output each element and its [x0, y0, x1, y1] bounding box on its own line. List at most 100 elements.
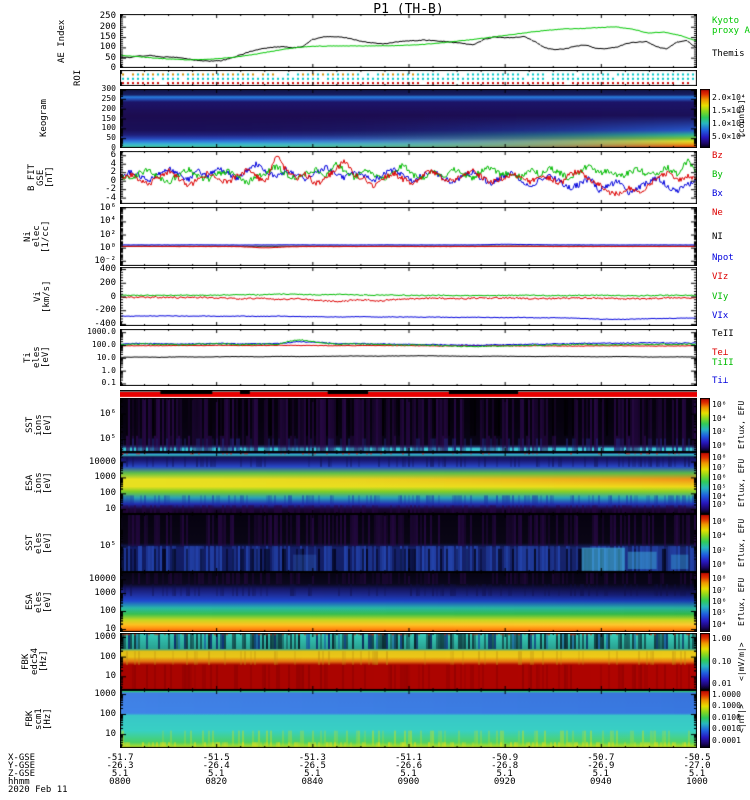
colorbar-fbk_e	[700, 633, 710, 690]
ytick-label-keogram: 0	[111, 143, 116, 152]
series-legend-8: Npot	[712, 253, 734, 263]
panel-canvas-ni	[120, 207, 697, 266]
ytick-label-keogram: 300	[101, 84, 116, 93]
axis-row-value: -26.8	[491, 761, 519, 771]
colorbar-sst_ion	[700, 398, 710, 452]
series-legend-10: VIy	[712, 292, 729, 302]
series-legend-9: VIz	[712, 272, 729, 282]
axis-row-value: -51.7	[106, 753, 134, 763]
panel-canvas-keogram	[120, 89, 697, 148]
panel-canvas-vi	[120, 267, 697, 326]
colorbar-tick-sst_ion: 10⁰	[712, 440, 727, 450]
series-legend-7: NI	[712, 232, 723, 242]
axis-row-value: 0820	[205, 777, 228, 787]
ytick-label-fbk_b: 10	[105, 729, 116, 740]
ytick-label-sst_ion: 10⁵	[99, 434, 116, 445]
colorbar-esa_eles	[700, 572, 710, 632]
panel-canvas-sst_ion	[120, 398, 697, 452]
ytick-label-esa_ion: 10	[105, 504, 116, 515]
axis-row-value: -51.5	[202, 753, 230, 763]
panel-canvas-fbk_e	[120, 633, 697, 690]
axis-row-value: -26.9	[587, 761, 615, 771]
ytick-label-esa_ion: 10000	[88, 456, 116, 467]
ytick-label-ni: 10⁻²	[94, 255, 116, 266]
colorbar-tick-fbk_b: 0.0100	[712, 712, 741, 722]
ytick-label-sst_eles: 10⁵	[99, 541, 116, 552]
colorbar-unit-sst_eles: Eflux, EFU	[737, 518, 746, 568]
colorbar-tick-fbk_b: 1.0000	[712, 689, 741, 699]
colorbar-esa_ion	[700, 452, 710, 514]
colorbar-tick-fbk_e: 0.10	[712, 656, 732, 666]
colorbar-tick-fbk_b: 0.0001	[712, 736, 741, 746]
axis-row-value: 5.1	[111, 769, 129, 779]
axis-row-value: -50.5	[683, 753, 711, 763]
ytick-label-fbk_e: 1000	[94, 631, 116, 642]
ytick-label-ti: 1000.0	[87, 327, 116, 337]
panel-canvas-esa_ion	[120, 452, 697, 514]
ytick-label-ni: 10⁶	[99, 203, 116, 214]
ytick-label-ti: 1.0	[101, 365, 116, 375]
series-legend-6: Ne	[712, 208, 723, 218]
colorbar-tick-esa_ion: 10⁴	[712, 492, 727, 502]
ytick-label-ni: 10²	[99, 229, 116, 240]
axis-row-value: -51.3	[298, 753, 326, 763]
ytick-label-vi: 0	[110, 291, 116, 302]
panel-canvas-flag	[120, 390, 697, 398]
axis-row-value: 5.1	[496, 769, 513, 779]
axis-row-label-X-GSE: X-GSE	[8, 753, 36, 763]
axis-row-value: -50.9	[491, 753, 519, 763]
ytick-label-ti: 100.0	[91, 340, 116, 349]
ytick-label-esa_ion: 100	[99, 488, 116, 499]
series-legend-5: Bx	[712, 189, 723, 199]
axis-label-ti: [eV]	[41, 346, 51, 369]
axis-row-value: -26.3	[106, 761, 134, 771]
ytick-label-bfit: 6	[110, 150, 116, 161]
axis-row-value: 0940	[589, 777, 612, 787]
series-legend-14: TiII	[712, 358, 734, 368]
ytick-label-bfit: 2	[110, 167, 116, 178]
panel-canvas-ti	[120, 329, 697, 386]
colorbar-tick-sst_eles: 10⁰	[712, 560, 727, 570]
colorbar-tick-esa_ion: 10⁵	[712, 482, 727, 492]
axis-label-ae: AE Index	[57, 19, 67, 63]
ytick-label-vi: 200	[99, 277, 116, 288]
colorbar-tick-fbk_e: 1.00	[712, 633, 732, 643]
axis-row-value: -51.1	[394, 753, 423, 763]
axis-label-fbk_e: [Hz]	[39, 650, 49, 673]
series-legend-15: Ti⊥	[712, 376, 729, 386]
ytick-label-keogram: 250	[101, 93, 116, 103]
ytick-label-bfit: 4	[110, 158, 116, 169]
ytick-label-bfit: -2	[105, 184, 116, 195]
ytick-label-sst_ion: 10⁶	[99, 408, 116, 419]
ytick-label-ae: 150	[99, 32, 116, 43]
ytick-label-esa_eles: 10	[105, 624, 116, 634]
colorbar-tick-esa_eles: 10⁴	[712, 619, 727, 629]
ytick-label-vi: -400	[94, 318, 116, 329]
panel-canvas-sst_eles	[120, 514, 697, 572]
ytick-label-vi: 400	[99, 264, 116, 275]
panel-canvas-ae	[120, 14, 697, 68]
ytick-label-keogram: 150	[101, 113, 116, 123]
colorbar-tick-sst_eles: 10²	[712, 545, 727, 555]
ytick-label-ti: 10.0	[96, 352, 116, 362]
axis-label-bfit: [nT]	[45, 166, 55, 189]
colorbar-unit-fbk_e: <|mV/m|>	[737, 642, 746, 681]
ytick-label-ni: 10⁴	[99, 216, 116, 227]
colorbar-unit-esa_eles: Eflux, EFU	[737, 577, 746, 627]
colorbar-tick-esa_eles: 10⁸	[712, 574, 727, 584]
axis-label-roi: ROI	[73, 69, 83, 87]
axis-row-value: 0920	[493, 777, 516, 787]
ytick-label-ae: 50	[105, 52, 116, 63]
ytick-label-ni: 10⁰	[99, 242, 116, 253]
colorbar-tick-esa_eles: 10⁷	[712, 585, 727, 595]
colorbar-tick-fbk_e: 0.01	[712, 679, 732, 689]
colorbar-tick-keogram: 2.0×10⁴	[712, 93, 746, 103]
series-legend-13: Te⊥	[712, 348, 729, 358]
series-legend-11: VIx	[712, 311, 729, 321]
axis-label-sst_ion: [eV]	[43, 414, 53, 436]
axis-label-keogram: Keogram	[39, 99, 49, 138]
colorbar-tick-fbk_b: 0.0010	[712, 724, 741, 734]
axis-label-fbk_b: [Hz]	[43, 708, 53, 730]
colorbar-tick-keogram: 5.0×10³	[712, 132, 746, 142]
